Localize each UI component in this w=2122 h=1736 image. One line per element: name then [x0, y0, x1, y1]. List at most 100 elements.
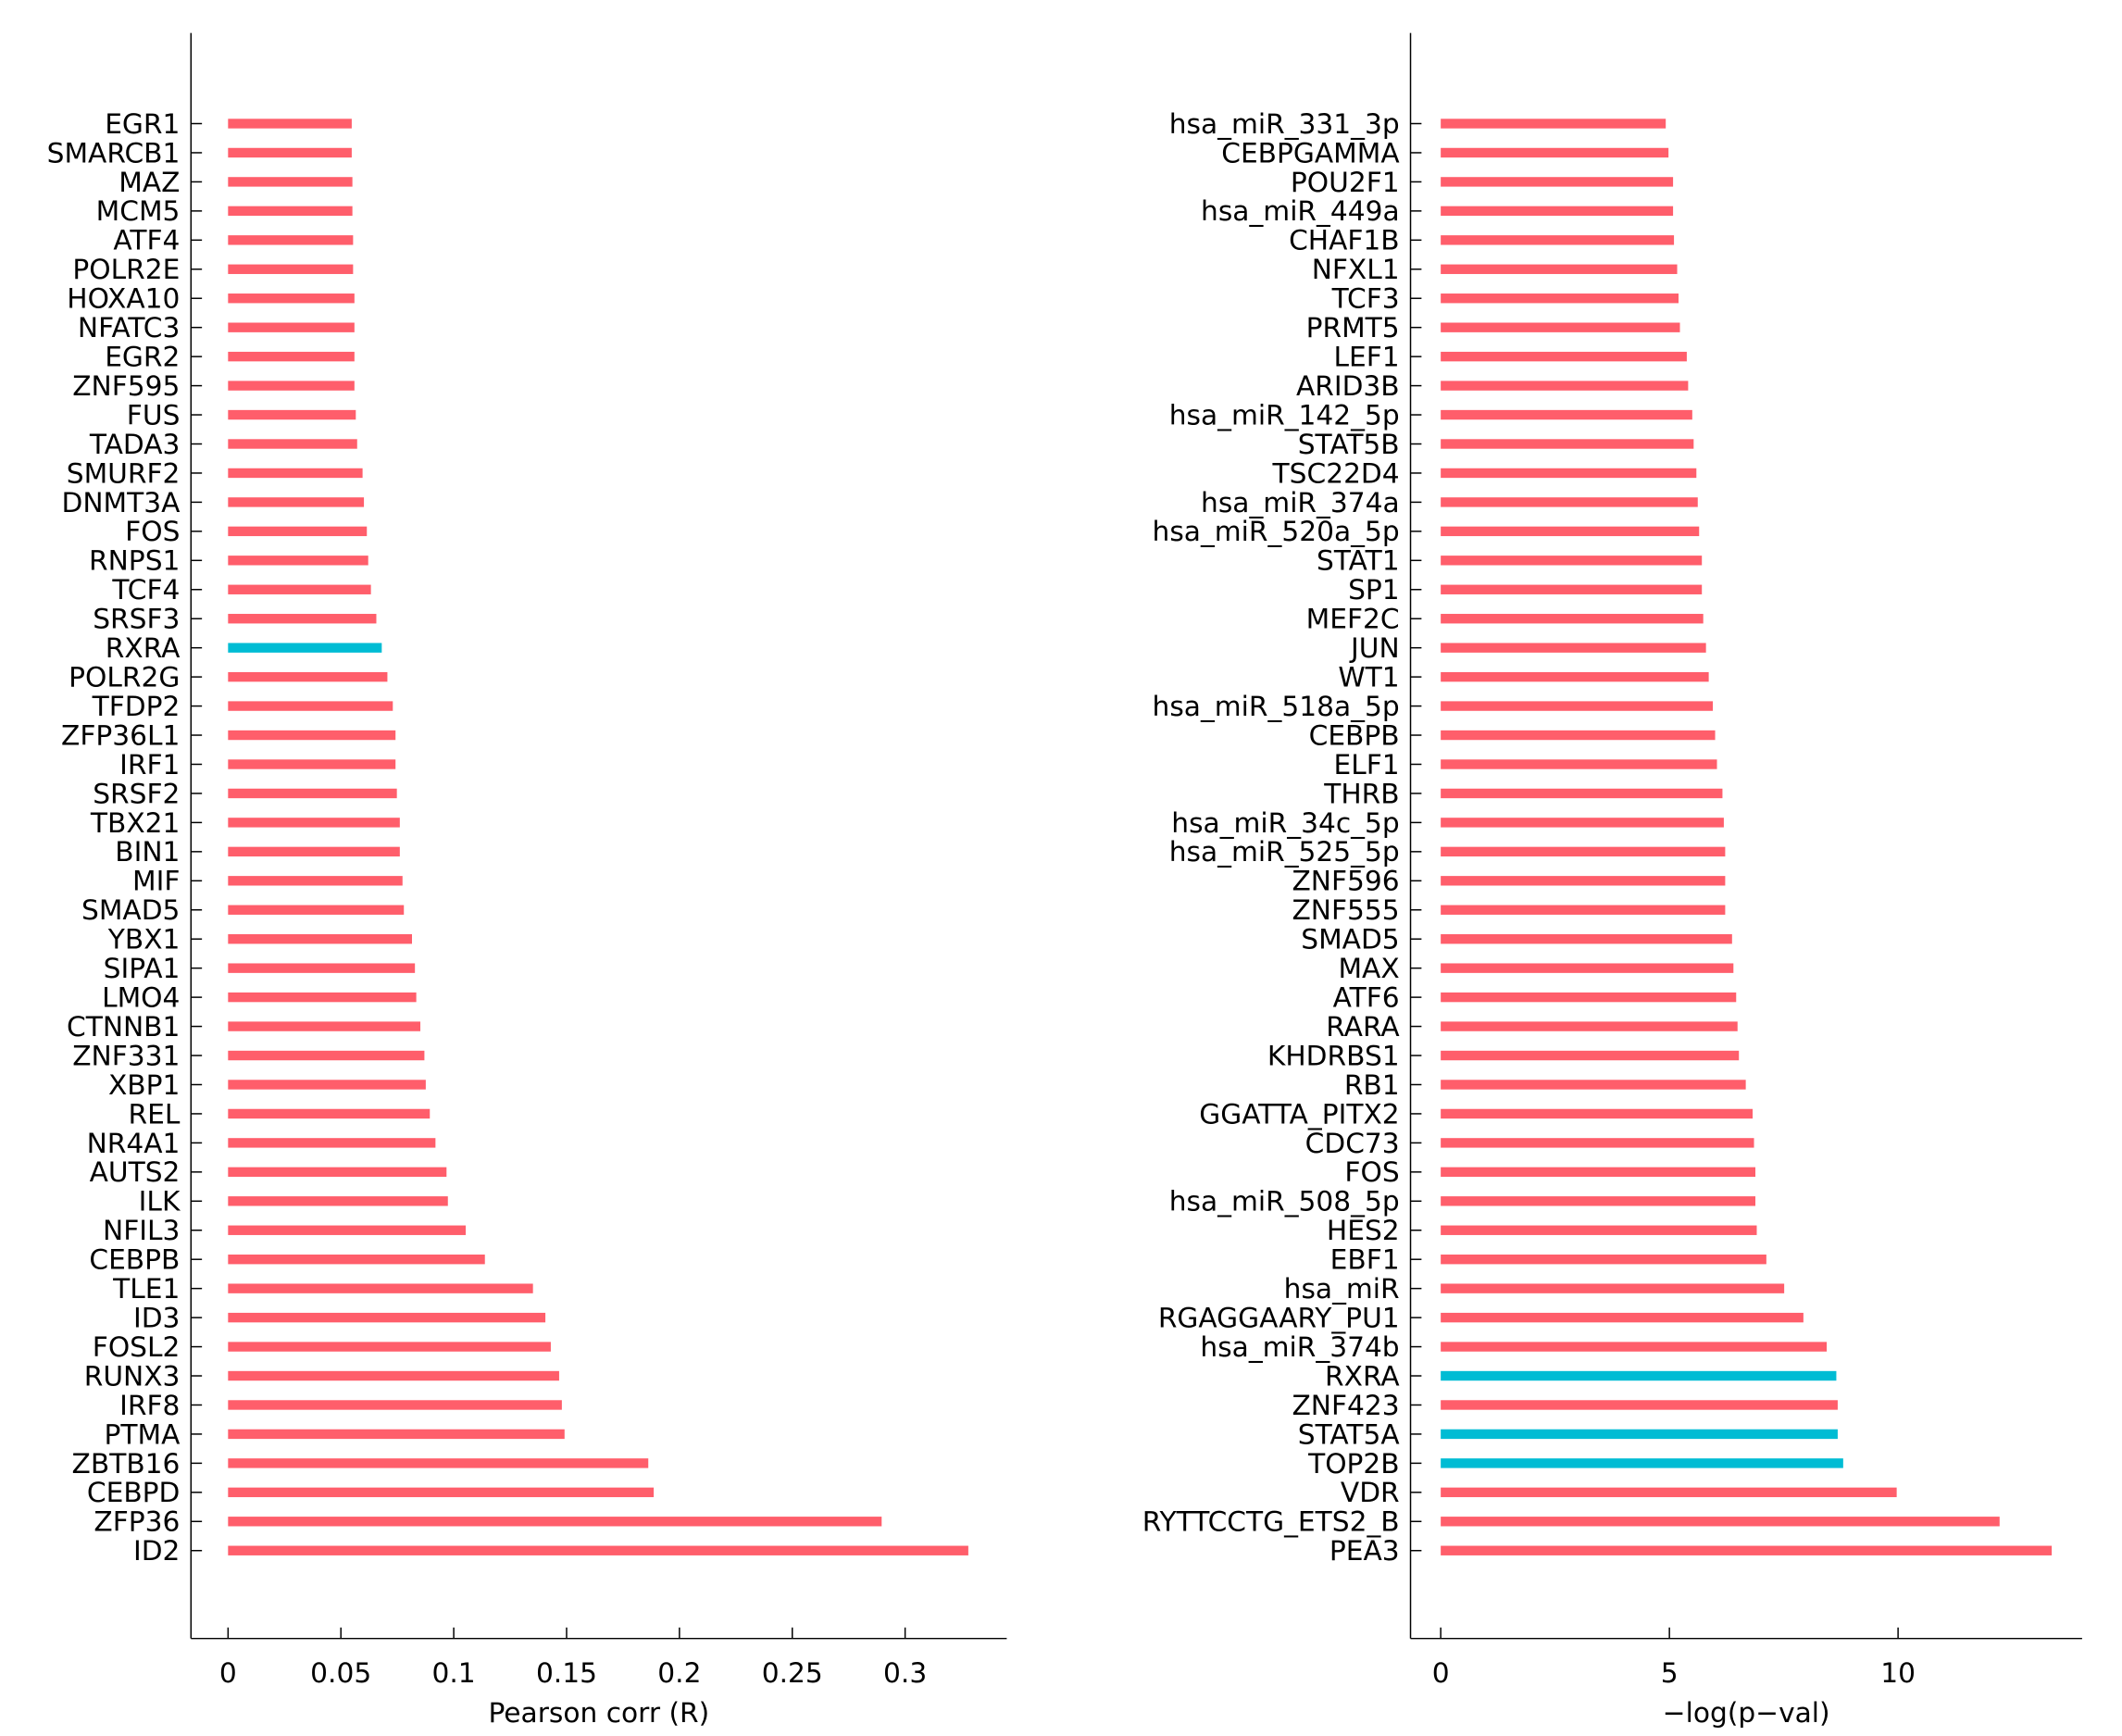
bar-TLE1 — [228, 1283, 533, 1293]
bar-FOS — [228, 526, 368, 537]
bar-HES2 — [1441, 1225, 1757, 1235]
bar-SRSF2 — [228, 788, 397, 799]
y-tick-label: ZFP36L1 — [61, 718, 180, 751]
y-tick-label: PTMA — [105, 1418, 181, 1450]
y-tick-label: HES2 — [1327, 1214, 1400, 1246]
y-tick-label: STAT5A — [1298, 1418, 1401, 1450]
bar-hsa_miR_331_3p — [1441, 119, 1666, 129]
y-tick-label: ZNF596 — [1292, 865, 1399, 897]
bar-STAT5B — [1441, 439, 1694, 449]
y-tick-label: FUS — [127, 398, 181, 431]
y-tick-label: DNMT3A — [62, 486, 181, 518]
bar-EBF1 — [1441, 1255, 1766, 1265]
y-tick-label: SP1 — [1348, 573, 1400, 606]
panel-1: EGR1SMARCB1MAZMCM5ATF4POLR2EHOXA10NFATC3… — [47, 32, 1007, 1729]
bar-PRMT5 — [1441, 322, 1680, 332]
y-tick-label: BIN1 — [115, 835, 180, 868]
bar-CTNNB1 — [228, 1021, 421, 1031]
bar-hsa_miR_449a — [1441, 206, 1674, 217]
bar-hsa_miR_520a_5p — [1441, 526, 1700, 537]
bar-GGATTA_PITX2 — [1441, 1108, 1754, 1119]
y-tick-label: hsa_miR_34c_5p — [1171, 806, 1399, 839]
y-tick-label: hsa_miR_518a_5p — [1153, 690, 1400, 722]
bar-FOS — [1441, 1167, 1756, 1178]
bar-ILK — [228, 1196, 448, 1206]
bar-RGAGGAARY_PU1 — [1441, 1312, 1804, 1323]
x-tick-label: 0.05 — [310, 1656, 371, 1689]
bar-ELF1 — [1441, 759, 1717, 769]
y-tick-label: TCF3 — [1331, 282, 1400, 315]
bar-hsa_miR — [1441, 1283, 1785, 1293]
y-tick-label: VDR — [1341, 1476, 1400, 1508]
y-tick-label: MAZ — [119, 166, 180, 198]
y-tick-label: hsa_miR_508_5p — [1169, 1185, 1400, 1218]
y-tick-label: CDC73 — [1305, 1127, 1400, 1159]
y-tick-label: NFATC3 — [78, 311, 180, 343]
x-tick-label: 0.1 — [432, 1656, 476, 1689]
bar-TADA3 — [228, 439, 357, 449]
bar-SMAD5 — [228, 905, 405, 915]
y-tick-label: CHAF1B — [1289, 224, 1400, 256]
bar-IRF8 — [228, 1400, 562, 1410]
y-tick-label: LMO4 — [102, 981, 180, 1014]
y-tick-label: hsa_miR_520a_5p — [1153, 515, 1400, 547]
y-tick-label: ZNF555 — [1292, 893, 1399, 926]
bar-SMURF2 — [228, 468, 363, 479]
bar-NFIL3 — [228, 1225, 467, 1235]
x-tick-label: 5 — [1661, 1656, 1679, 1689]
y-tick-label: hsa_miR_142_5p — [1169, 398, 1400, 431]
bar-DNMT3A — [228, 497, 365, 507]
bar-MAZ — [228, 177, 353, 187]
bar-FOSL2 — [228, 1342, 551, 1352]
panel-2: hsa_miR_331_3pCEBPGAMMAPOU2F1hsa_miR_449… — [1142, 32, 2082, 1729]
y-tick-label: POLR2G — [69, 661, 180, 693]
y-tick-label: RARA — [1326, 1010, 1400, 1043]
bar-MAX — [1441, 963, 1734, 973]
bar-CEBPB — [1441, 730, 1716, 741]
y-tick-label: RXRA — [1325, 1359, 1400, 1392]
bar-RXRA — [228, 643, 382, 653]
y-tick-label: NFIL3 — [103, 1214, 180, 1246]
y-tick-label: STAT1 — [1317, 544, 1400, 577]
bar-TCF3 — [1441, 293, 1679, 304]
y-tick-label: ATF6 — [1333, 981, 1400, 1014]
y-tick-label: TFDP2 — [92, 690, 181, 722]
bar-hsa_miR_374a — [1441, 497, 1698, 507]
bar-ZNF423 — [1441, 1400, 1838, 1410]
y-tick-label: CEBPB — [89, 1243, 180, 1276]
y-tick-label: ILK — [139, 1185, 181, 1218]
y-tick-label: MCM5 — [96, 194, 181, 227]
bar-SP1 — [1441, 584, 1703, 594]
y-tick-label: SMAD5 — [1301, 923, 1399, 955]
y-tick-label: TADA3 — [89, 428, 181, 460]
bar-RNPS1 — [228, 556, 368, 566]
bar-hsa_miR_518a_5p — [1441, 701, 1714, 711]
y-tick-label: RB1 — [1344, 1068, 1400, 1101]
y-tick-label: GGATTA_PITX2 — [1199, 1097, 1399, 1130]
x-tick-label: 10 — [1880, 1656, 1916, 1689]
bar-MIF — [228, 876, 403, 886]
bar-WT1 — [1441, 671, 1709, 682]
bar-TOP2B — [1441, 1458, 1843, 1468]
bar-ARID3B — [1441, 381, 1689, 391]
bar-SMARCB1 — [228, 147, 352, 158]
y-tick-label: hsa_miR_525_5p — [1169, 835, 1400, 868]
bar-NR4A1 — [228, 1138, 436, 1148]
x-tick-label: 0.2 — [657, 1656, 701, 1689]
bar-PEA3 — [1441, 1545, 2053, 1555]
bar-IRF1 — [228, 759, 396, 769]
bar-STAT5A — [1441, 1429, 1838, 1440]
bar-TCF4 — [228, 584, 371, 594]
y-tick-label: YBX1 — [107, 923, 181, 955]
bar-JUN — [1441, 643, 1706, 653]
bar-CEBPD — [228, 1487, 655, 1498]
y-tick-label: LEF1 — [1333, 341, 1399, 373]
bar-ZNF555 — [1441, 905, 1726, 915]
bar-FUS — [228, 409, 356, 420]
y-tick-label: FOS — [125, 515, 180, 547]
y-tick-label: WT1 — [1338, 661, 1399, 693]
y-tick-label: FOS — [1344, 1155, 1399, 1188]
y-tick-label: ZNF331 — [72, 1039, 180, 1071]
y-tick-label: MIF — [132, 865, 180, 897]
